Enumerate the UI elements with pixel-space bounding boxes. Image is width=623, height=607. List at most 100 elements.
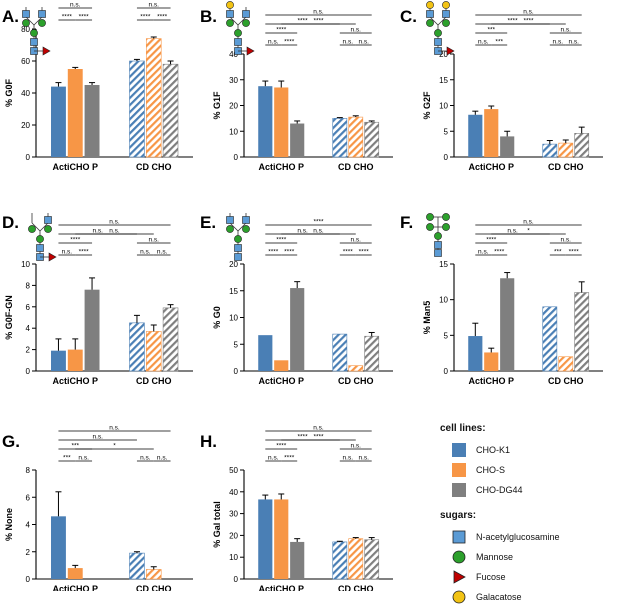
galactose-icon: [226, 1, 234, 9]
x-group-label: CD CHO: [136, 376, 172, 386]
legend-sugar-mannose: Mannose: [440, 547, 620, 567]
mannose-icon: [426, 223, 434, 231]
bar-cho-s-actichop: [274, 87, 289, 157]
x-group-label: ActiCHO P: [52, 162, 98, 172]
glcnac-icon: [226, 10, 234, 18]
y-tick-label: 10: [21, 260, 30, 269]
significance-label: n.s.: [313, 425, 324, 432]
glcnac-icon: [36, 244, 44, 252]
y-tick-label: 10: [439, 102, 448, 111]
legend: cell lines: CHO-K1 CHO-S CHO-DG44 sugars…: [440, 423, 620, 607]
y-tick-label: 20: [229, 531, 238, 540]
y-tick-label: 4: [26, 521, 31, 530]
x-group-label: ActiCHO P: [468, 376, 514, 386]
y-tick-label: 0: [234, 575, 239, 584]
significance-label: n.s.: [149, 237, 160, 244]
bar-cho-s-actichop: [484, 109, 499, 157]
significance-label: n.s.: [92, 228, 103, 235]
bar-cho-dg44-cdcho: [364, 539, 380, 580]
significance-label: n.s.: [523, 219, 534, 226]
glcnac-icon: [434, 38, 442, 46]
y-tick-label: 40: [21, 89, 30, 98]
x-group-label: CD CHO: [338, 162, 374, 172]
mannose-icon: [22, 19, 30, 27]
green-circle-icon: [452, 550, 466, 564]
significance-label: ****: [276, 443, 287, 450]
significance-label: n.s.: [70, 2, 81, 9]
significance-label: ****: [284, 455, 295, 462]
glcnac-icon: [234, 253, 242, 261]
bar-cho-dg44-cdcho: [364, 121, 380, 158]
x-group-label: ActiCHO P: [258, 376, 304, 386]
glcnac-icon: [22, 10, 30, 18]
significance-label: n.s.: [268, 455, 279, 462]
mannose-icon: [38, 19, 46, 27]
bar-cho-k1-cdcho: [129, 552, 145, 580]
glcnac-icon: [38, 10, 46, 18]
bar-cho-dg44-cdcho: [364, 335, 380, 372]
glcnac-icon: [234, 38, 242, 46]
y-axis-label: % G2F: [422, 91, 432, 120]
galactose-icon: [426, 1, 434, 9]
legend-cell-lines-title: cell lines:: [440, 423, 486, 434]
significance-label: ***: [495, 39, 503, 46]
mannose-icon: [242, 225, 250, 233]
bar-cho-dg44-actichop: [290, 541, 305, 579]
y-tick-label: 0: [26, 575, 31, 584]
cho-s-swatch: [452, 463, 466, 477]
legend-sugars-title: sugars:: [440, 510, 477, 521]
x-group-label: CD CHO: [548, 376, 584, 386]
significance-label: ****: [359, 249, 370, 256]
significance-label: n.s.: [313, 9, 324, 16]
chart-panel: H. 0 10 20 30 40 50 % Gal total ActiCHO P CD CHO n…: [200, 425, 393, 591]
y-tick-label: 6: [26, 303, 31, 312]
yellow-circle-icon: [452, 590, 466, 604]
y-tick-label: 6: [26, 493, 31, 502]
bar-cho-k1-cdcho: [129, 322, 145, 372]
mannose-icon: [442, 223, 450, 231]
mannose-icon: [28, 225, 36, 233]
significance-label: ****: [313, 219, 324, 226]
glycan-bond: [33, 16, 43, 26]
significance-label: ****: [297, 18, 308, 25]
y-tick-label: 15: [229, 287, 238, 296]
significance-label: n.s.: [523, 9, 534, 16]
legend-cho-s-label: CHO-S: [476, 465, 505, 475]
significance-label: n.s.: [478, 249, 489, 256]
y-axis-label: % G0F-GN: [4, 295, 14, 340]
chart-panel: A. 0 20 40 60 80 % G0F ActiCHO P CD CHO **** **** *…: [2, 2, 193, 172]
mannose-icon: [44, 225, 52, 233]
y-tick-label: 40: [229, 488, 238, 497]
y-tick-label: 50: [229, 466, 238, 475]
bar-cho-k1-actichop: [468, 114, 483, 157]
glycan-bond: [31, 222, 41, 232]
panel-label: D.: [2, 213, 19, 232]
bar-cho-k1-actichop: [50, 516, 66, 579]
y-tick-label: 10: [229, 127, 238, 136]
bar-cho-s-actichop: [67, 349, 83, 371]
significance-label: ****: [297, 434, 308, 441]
bar-cho-s-cdcho: [558, 356, 574, 372]
significance-label: n.s.: [109, 425, 120, 432]
legend-sugar-glcnac: N-acetylglucosamine: [440, 527, 620, 547]
y-tick-label: 2: [26, 548, 31, 557]
fucose-icon: [446, 46, 455, 56]
panel-label: C.: [400, 7, 417, 26]
y-axis-label: % Gal total: [212, 501, 222, 548]
glcnac-icon: [434, 241, 442, 249]
y-axis-label: % None: [4, 508, 14, 541]
legend-cho-k1-label: CHO-K1: [476, 445, 511, 455]
significance-label: ****: [276, 27, 287, 34]
x-group-label: CD CHO: [338, 584, 374, 591]
bar-cho-s-actichop: [274, 499, 289, 579]
significance-label: ***: [487, 27, 495, 34]
glycan-structure-icon: [226, 213, 250, 261]
mannose-icon: [242, 19, 250, 27]
significance-label: n.s.: [351, 443, 362, 450]
significance-label: ***: [71, 443, 79, 450]
glcnac-icon: [234, 244, 242, 252]
significance-label: n.s.: [140, 249, 151, 256]
significance-label: n.s.: [109, 219, 120, 226]
